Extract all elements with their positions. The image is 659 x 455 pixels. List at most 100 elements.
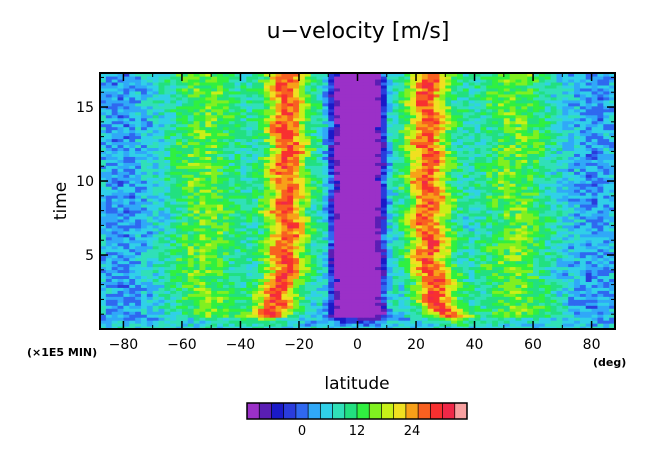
heatmap-cell: [462, 296, 470, 300]
heatmap-cell: [234, 287, 242, 291]
heatmap-cell: [603, 278, 610, 282]
heatmap-cell: [544, 227, 552, 232]
heatmap-cell: [357, 317, 364, 321]
heatmap-cell: [410, 230, 417, 235]
heatmap-cell: [591, 171, 599, 175]
heatmap-cell: [304, 195, 312, 199]
heatmap-cell: [211, 248, 218, 253]
heatmap-cell: [550, 186, 558, 190]
heatmap-cell: [199, 260, 206, 265]
heatmap-cell: [164, 174, 171, 178]
heatmap-cell: [609, 162, 615, 166]
heatmap-cell: [357, 251, 364, 256]
heatmap-cell: [263, 308, 271, 312]
heatmap-cell: [445, 290, 452, 294]
heatmap-cell: [363, 281, 370, 285]
heatmap-cell: [416, 308, 423, 312]
heatmap-cell: [217, 209, 224, 214]
heatmap-cell: [515, 186, 522, 190]
heatmap-cell: [217, 171, 224, 175]
heatmap-cell: [574, 227, 581, 232]
heatmap-cell: [140, 165, 148, 169]
heatmap-cell: [398, 162, 405, 166]
heatmap-cell: [135, 227, 142, 232]
heatmap-cell: [298, 206, 306, 211]
heatmap-cell: [480, 305, 487, 309]
heatmap-cell: [117, 305, 125, 309]
heatmap-cell: [574, 314, 581, 318]
heatmap-cell: [380, 305, 388, 309]
heatmap-cell: [474, 203, 481, 208]
heatmap-cell: [158, 212, 165, 217]
heatmap-cell: [129, 224, 136, 229]
heatmap-cell: [416, 296, 423, 300]
heatmap-cell: [193, 192, 201, 196]
heatmap-cell: [380, 212, 388, 217]
heatmap-cell: [234, 284, 242, 288]
heatmap-cell: [369, 230, 376, 235]
heatmap-cell: [211, 251, 218, 256]
heatmap-cell: [568, 263, 575, 268]
heatmap-cell: [398, 272, 405, 277]
heatmap-cell: [603, 281, 610, 285]
heatmap-cell: [503, 272, 511, 277]
heatmap-cell: [345, 293, 353, 297]
heatmap-cell: [345, 189, 353, 193]
heatmap-cell: [550, 257, 558, 262]
heatmap-cell: [123, 192, 130, 196]
heatmap-cell: [258, 299, 265, 303]
heatmap-cell: [527, 317, 534, 321]
heatmap-cell: [146, 168, 154, 172]
heatmap-cell: [386, 302, 394, 306]
heatmap-cell: [538, 314, 546, 318]
heatmap-cell: [486, 290, 493, 294]
heatmap-cell: [568, 326, 575, 329]
heatmap-cell: [187, 162, 195, 166]
heatmap-cell: [369, 293, 376, 297]
heatmap-cell: [170, 215, 177, 220]
heatmap-cell: [205, 323, 212, 327]
heatmap-cell: [574, 242, 581, 247]
heatmap-cell: [591, 299, 599, 303]
heatmap-cell: [105, 215, 113, 220]
heatmap-cell: [310, 278, 318, 282]
heatmap-cell: [252, 323, 259, 327]
heatmap-cell: [158, 287, 165, 291]
heatmap-cell: [170, 299, 177, 303]
heatmap-cell: [328, 308, 335, 312]
heatmap-cell: [568, 195, 575, 199]
heatmap-cell: [398, 290, 405, 294]
heatmap-cell: [117, 284, 125, 288]
heatmap-cell: [585, 177, 593, 181]
heatmap-cell: [468, 311, 476, 315]
heatmap-cell: [240, 248, 247, 253]
heatmap-cell: [375, 221, 382, 226]
heatmap-cell: [281, 317, 288, 321]
heatmap-cell: [568, 272, 575, 277]
heatmap-cell: [538, 233, 546, 238]
heatmap-cell: [240, 159, 247, 163]
heatmap-cell: [439, 269, 446, 274]
heatmap-cell: [480, 323, 487, 327]
heatmap-cell: [310, 186, 318, 190]
heatmap-cell: [544, 239, 552, 244]
heatmap-cell: [380, 308, 388, 312]
heatmap-cell: [222, 183, 230, 187]
heatmap-cell: [199, 203, 206, 208]
heatmap-cell: [263, 239, 271, 244]
heatmap-cell: [287, 248, 294, 253]
heatmap-cell: [421, 203, 429, 208]
heatmap-cell: [199, 239, 206, 244]
heatmap-cell: [404, 284, 411, 288]
heatmap-cell: [170, 195, 177, 199]
heatmap-cell: [310, 215, 318, 220]
heatmap-cell: [129, 260, 136, 265]
heatmap-cell: [380, 180, 388, 184]
heatmap-cell: [164, 323, 171, 327]
heatmap-cell: [193, 260, 201, 265]
heatmap-cell: [322, 239, 329, 244]
heatmap-cell: [152, 218, 160, 223]
heatmap-cell: [474, 174, 481, 178]
heatmap-cell: [538, 180, 546, 184]
heatmap-cell: [181, 254, 189, 259]
